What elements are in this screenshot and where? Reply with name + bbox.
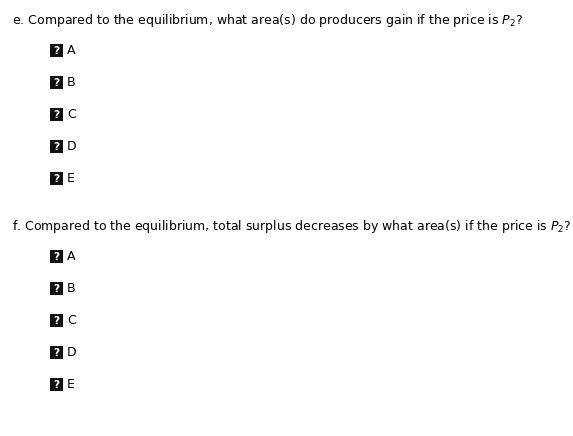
Bar — [50, 346, 63, 359]
Bar — [50, 282, 63, 295]
Text: E: E — [67, 172, 75, 185]
Text: ?: ? — [53, 316, 60, 326]
Text: f. Compared to the equilibrium, total surplus decreases by what area(s) if the p: f. Compared to the equilibrium, total su… — [12, 218, 571, 235]
Text: ?: ? — [53, 283, 60, 293]
Text: ?: ? — [53, 78, 60, 88]
Bar — [50, 378, 63, 391]
Text: A: A — [67, 250, 76, 263]
Text: ?: ? — [53, 379, 60, 389]
Text: E: E — [67, 378, 75, 391]
Text: B: B — [67, 76, 76, 89]
Bar — [50, 44, 63, 57]
Bar — [50, 140, 63, 153]
Text: ?: ? — [53, 174, 60, 184]
Text: D: D — [67, 346, 77, 359]
Text: C: C — [67, 108, 76, 121]
Text: A: A — [67, 44, 76, 57]
Text: D: D — [67, 140, 77, 153]
Bar — [50, 172, 63, 185]
Text: B: B — [67, 282, 76, 295]
Text: e. Compared to the equilibrium, what area(s) do producers gain if the price is $: e. Compared to the equilibrium, what are… — [12, 12, 523, 29]
Text: ?: ? — [53, 142, 60, 151]
Text: C: C — [67, 314, 76, 327]
Bar — [50, 108, 63, 121]
Bar — [50, 314, 63, 327]
Text: ?: ? — [53, 347, 60, 358]
Bar — [50, 250, 63, 263]
Text: ?: ? — [53, 45, 60, 55]
Bar — [50, 76, 63, 89]
Text: ?: ? — [53, 109, 60, 119]
Text: ?: ? — [53, 252, 60, 262]
